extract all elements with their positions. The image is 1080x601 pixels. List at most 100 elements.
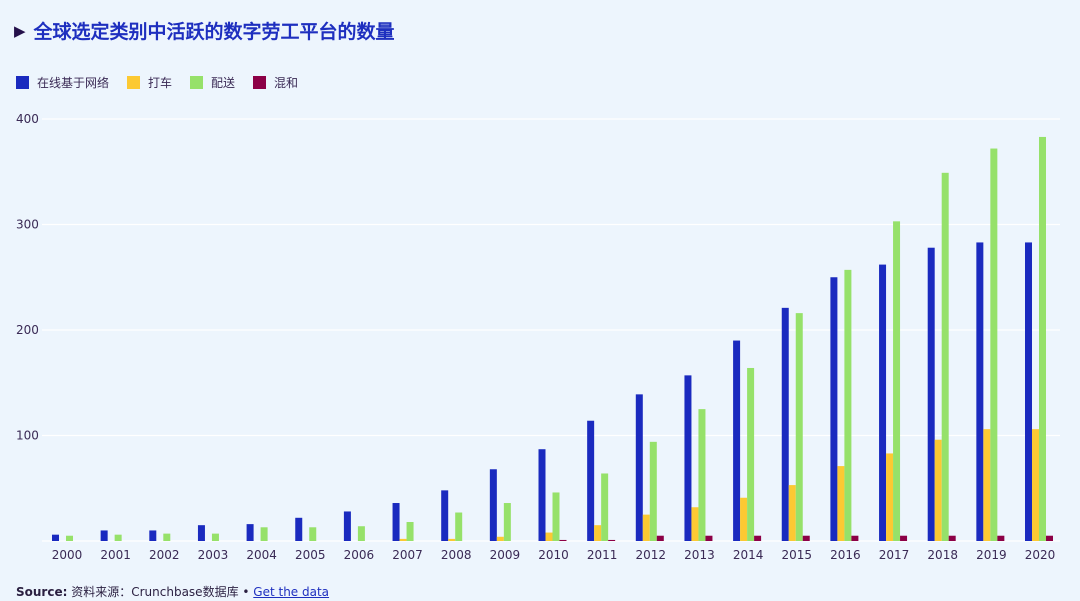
bar-2015-1	[788, 485, 796, 541]
legend: 在线基于网络 打车 配送 混和	[16, 74, 298, 91]
source-text: 资料来源：Crunchbase数据库 •	[71, 585, 250, 599]
bar-2012-2	[649, 441, 657, 541]
x-tick-label: 2005	[295, 548, 326, 562]
bar-2020-0	[1025, 242, 1032, 541]
bar-2018-3	[948, 535, 956, 541]
legend-swatch	[253, 76, 267, 89]
bar-2012-0	[635, 394, 643, 541]
bar-2004-0	[246, 524, 254, 541]
bar-2014-0	[733, 340, 741, 541]
x-tick-label: 2020	[1025, 548, 1056, 562]
bar-2017-0	[879, 264, 887, 541]
bar-2011-0	[587, 420, 595, 541]
bar-2018-0	[927, 247, 935, 541]
bar-2004-2	[260, 527, 268, 541]
bar-2005-0	[295, 517, 303, 541]
bar-2015-3	[802, 535, 810, 541]
source-note: Source: 资料来源：Crunchbase数据库 • Get the dat…	[16, 583, 329, 600]
bar-2010-0	[538, 449, 546, 541]
bar-2012-3	[656, 535, 664, 541]
x-tick-label: 2003	[198, 548, 229, 562]
bar-2005-2	[309, 527, 317, 541]
bar-2008-2	[455, 512, 463, 541]
x-tick-label: 2001	[100, 548, 131, 562]
source-label: Source:	[16, 585, 68, 599]
bar-2000-2	[66, 535, 73, 541]
x-tick-label: 2000	[52, 548, 83, 562]
legend-item-hybrid[interactable]: 混和	[253, 74, 298, 91]
bar-2013-2	[698, 409, 706, 541]
bar-2017-3	[900, 535, 908, 541]
bar-2011-3	[608, 539, 616, 541]
bar-2014-3	[754, 535, 762, 541]
bar-2000-0	[52, 534, 59, 541]
x-tick-label: 2010	[538, 548, 569, 562]
bar-2016-1	[837, 466, 845, 541]
bar-2003-2	[211, 533, 219, 541]
x-tick-label: 2016	[830, 548, 861, 562]
bar-2016-0	[830, 277, 838, 541]
y-tick-label: 200	[16, 323, 39, 337]
bar-2002-2	[163, 533, 171, 541]
x-tick-label: 2011	[587, 548, 618, 562]
bar-2008-0	[441, 490, 449, 541]
x-tick-label: 2009	[490, 548, 521, 562]
y-tick-label: 100	[16, 429, 39, 443]
legend-item-taxi[interactable]: 打车	[127, 74, 172, 91]
legend-label: 配送	[211, 76, 236, 90]
bar-2018-1	[934, 439, 942, 541]
bar-2013-3	[705, 535, 713, 541]
x-tick-label: 2012	[636, 548, 667, 562]
bar-2002-0	[149, 530, 157, 541]
bar-2017-1	[886, 453, 894, 541]
x-tick-label: 2002	[149, 548, 180, 562]
bar-2003-0	[197, 525, 205, 541]
bar-2001-2	[114, 534, 122, 541]
bar-2007-1	[399, 538, 407, 541]
legend-swatch	[127, 76, 141, 89]
bar-2019-0	[976, 242, 984, 541]
y-tick-label: 300	[16, 218, 39, 232]
x-tick-label: 2015	[781, 548, 812, 562]
bar-2011-1	[594, 525, 602, 541]
legend-item-online[interactable]: 在线基于网络	[16, 74, 109, 91]
bar-2007-2	[406, 522, 414, 541]
x-tick-label: 2014	[733, 548, 764, 562]
y-tick-label: 400	[16, 112, 39, 126]
bar-2020-2	[1039, 136, 1046, 541]
bar-2013-1	[691, 507, 699, 541]
bar-2014-1	[740, 497, 748, 541]
legend-label: 打车	[148, 76, 173, 90]
bar-2009-1	[496, 536, 504, 541]
bar-2014-2	[747, 367, 755, 541]
chart-title: ▶ 全球选定类别中活跃的数字劳工平台的数量	[14, 17, 395, 44]
bar-2018-2	[941, 172, 949, 541]
bar-2011-2	[601, 473, 609, 541]
bar-2007-0	[392, 503, 400, 541]
bar-2010-3	[559, 539, 567, 541]
legend-swatch	[16, 76, 29, 89]
bar-2019-1	[983, 429, 991, 541]
bar-2010-2	[552, 492, 560, 541]
bar-2020-1	[1032, 429, 1039, 541]
chart-title-text: 全球选定类别中活跃的数字劳工平台的数量	[33, 21, 395, 43]
get-data-link[interactable]: Get the data	[253, 585, 330, 599]
bar-2019-3	[997, 535, 1005, 541]
legend-label: 在线基于网络	[37, 76, 110, 90]
bar-2016-2	[844, 269, 852, 541]
x-tick-label: 2007	[392, 548, 423, 562]
bar-2010-1	[545, 532, 553, 541]
legend-swatch	[190, 76, 204, 89]
bar-2013-0	[684, 375, 692, 541]
bar-2020-3	[1046, 535, 1053, 541]
legend-item-delivery[interactable]: 配送	[190, 74, 235, 91]
bar-2017-2	[893, 221, 901, 541]
x-tick-label: 2019	[976, 548, 1007, 562]
x-tick-label: 2018	[927, 548, 958, 562]
triangle-icon: ▶	[14, 21, 26, 40]
legend-label: 混和	[274, 76, 299, 90]
bar-2009-0	[489, 469, 497, 541]
x-tick-label: 2006	[344, 548, 375, 562]
x-tick-label: 2004	[246, 548, 277, 562]
